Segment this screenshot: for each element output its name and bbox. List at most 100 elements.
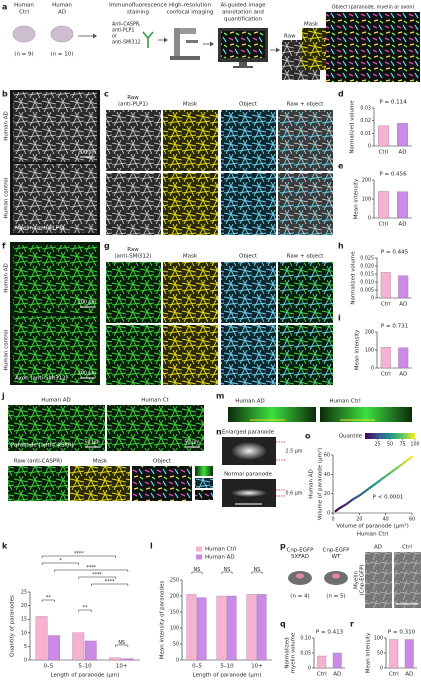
- x-tick-label: 0–5: [43, 664, 53, 670]
- label: quantification: [224, 17, 262, 23]
- label: Object: [153, 459, 172, 465]
- bar: [196, 597, 207, 661]
- p-value: P = 0.731: [381, 324, 408, 330]
- image: [106, 173, 161, 235]
- panel-letter: q: [280, 620, 286, 629]
- label: Human AD: [4, 111, 10, 141]
- y-axis-label: Mean intensity: [354, 178, 360, 219]
- label: Human AD: [235, 399, 265, 405]
- y-tick-label: 250: [170, 578, 179, 584]
- significance-label: ****: [86, 565, 96, 571]
- panel-letter: o: [305, 432, 311, 441]
- y-tick-label: 10: [21, 630, 27, 636]
- label: Cnp-EGFP: [322, 548, 350, 554]
- y-tick-label: 0: [371, 366, 374, 372]
- p-value: P = 0.114: [379, 100, 407, 106]
- panel-letter: k: [2, 542, 8, 551]
- label: Myelin: [354, 571, 360, 589]
- label: WT: [332, 554, 341, 560]
- label: Raw + object: [287, 102, 324, 108]
- x-tick-label: AD: [399, 372, 407, 378]
- y-tick-label: 100: [374, 636, 383, 642]
- colorbar-title: Quantile: [339, 434, 363, 440]
- label: (anti-PLP1): [118, 102, 148, 108]
- image: [320, 407, 412, 422]
- y-tick-label: 40: [324, 472, 330, 478]
- x-tick-label: 40: [383, 517, 389, 523]
- x-tick-label: AD: [405, 672, 413, 678]
- x-axis-label: Volume of paranode (μm³): [336, 523, 409, 530]
- x-tick-label: AD: [399, 150, 407, 156]
- y-axis-label: Normalized volume: [350, 100, 356, 154]
- legend-swatch: [196, 554, 202, 560]
- y-tick-label: 20: [324, 491, 330, 497]
- panel-letter: n: [216, 428, 222, 437]
- y-tick-label: 15: [21, 617, 27, 623]
- bar: [48, 635, 60, 661]
- label: (anti-SMI312): [114, 254, 151, 260]
- microscope-icon: [174, 28, 180, 58]
- y-axis-label: Mean intensity: [366, 632, 372, 673]
- label: Myelin (anti-PLP1): [15, 226, 65, 232]
- y-tick-label: 0.03: [360, 106, 371, 112]
- label: Human control: [4, 177, 10, 218]
- bar: [246, 594, 257, 661]
- label: Human Ctrl: [329, 399, 361, 405]
- arrow-head: [210, 41, 214, 47]
- bar: [186, 594, 197, 661]
- p-value: P = 0.413: [316, 630, 344, 636]
- legend-swatch: [196, 546, 202, 552]
- label: Human: [14, 3, 34, 9]
- image: [228, 407, 316, 422]
- bar: [397, 191, 408, 219]
- arrow-head: [276, 47, 280, 53]
- bar: [72, 632, 85, 661]
- image: [278, 110, 333, 171]
- significance-label: *: [59, 558, 62, 564]
- panel-letter: l: [150, 542, 153, 551]
- y-axis-label: Normalized volume: [351, 251, 357, 305]
- image: [394, 552, 421, 608]
- label: 2.5 μm: [286, 449, 303, 455]
- significance-bracket: [191, 571, 203, 574]
- y-tick-label: 0.05: [300, 651, 311, 657]
- significance-label: NS: [118, 640, 125, 646]
- colorbar-tick-label: 50: [387, 442, 393, 448]
- panel-letter: e: [338, 162, 344, 171]
- arrow-head: [93, 33, 97, 39]
- label: AD: [58, 10, 66, 16]
- significance-label: ****: [92, 572, 102, 578]
- monitor-screen: [221, 31, 265, 58]
- monitor-icon: [233, 66, 253, 68]
- label: AI-guided image: [220, 3, 266, 9]
- significance-label: NS: [224, 567, 231, 573]
- y-axis-label: Volume of paranode (μm³): [317, 448, 324, 521]
- label: Mask: [183, 254, 198, 260]
- y-tick-label: 150: [170, 610, 179, 616]
- y-tick-label: 0: [327, 511, 330, 517]
- x-axis-group-label: Human Ctrl: [357, 532, 389, 538]
- y-tick-label: 0: [368, 144, 371, 150]
- panel-letter: j: [1, 392, 5, 401]
- bar: [398, 347, 409, 369]
- label: Human control: [4, 329, 10, 370]
- panel-letter: p: [280, 542, 286, 551]
- y-tick-label: 0: [176, 658, 179, 664]
- image: [106, 262, 161, 323]
- label: confocal imaging: [166, 10, 213, 16]
- x-tick-label: 0–5: [192, 664, 202, 670]
- significance-bracket: [54, 569, 129, 572]
- image: [163, 262, 218, 323]
- label: annotation and: [222, 10, 264, 16]
- y-axis-label: Mean intensity: [355, 329, 361, 370]
- significance-label: **: [83, 605, 88, 611]
- bar: [398, 275, 409, 299]
- image: [13, 316, 97, 383]
- y-axis-label: Mean intensity of paranodes: [160, 581, 166, 660]
- y-tick-label: 0.010: [360, 280, 374, 286]
- x-tick-label: AD: [399, 302, 407, 308]
- image: [8, 405, 105, 451]
- bar: [35, 616, 48, 661]
- panel-letter: m: [216, 392, 224, 401]
